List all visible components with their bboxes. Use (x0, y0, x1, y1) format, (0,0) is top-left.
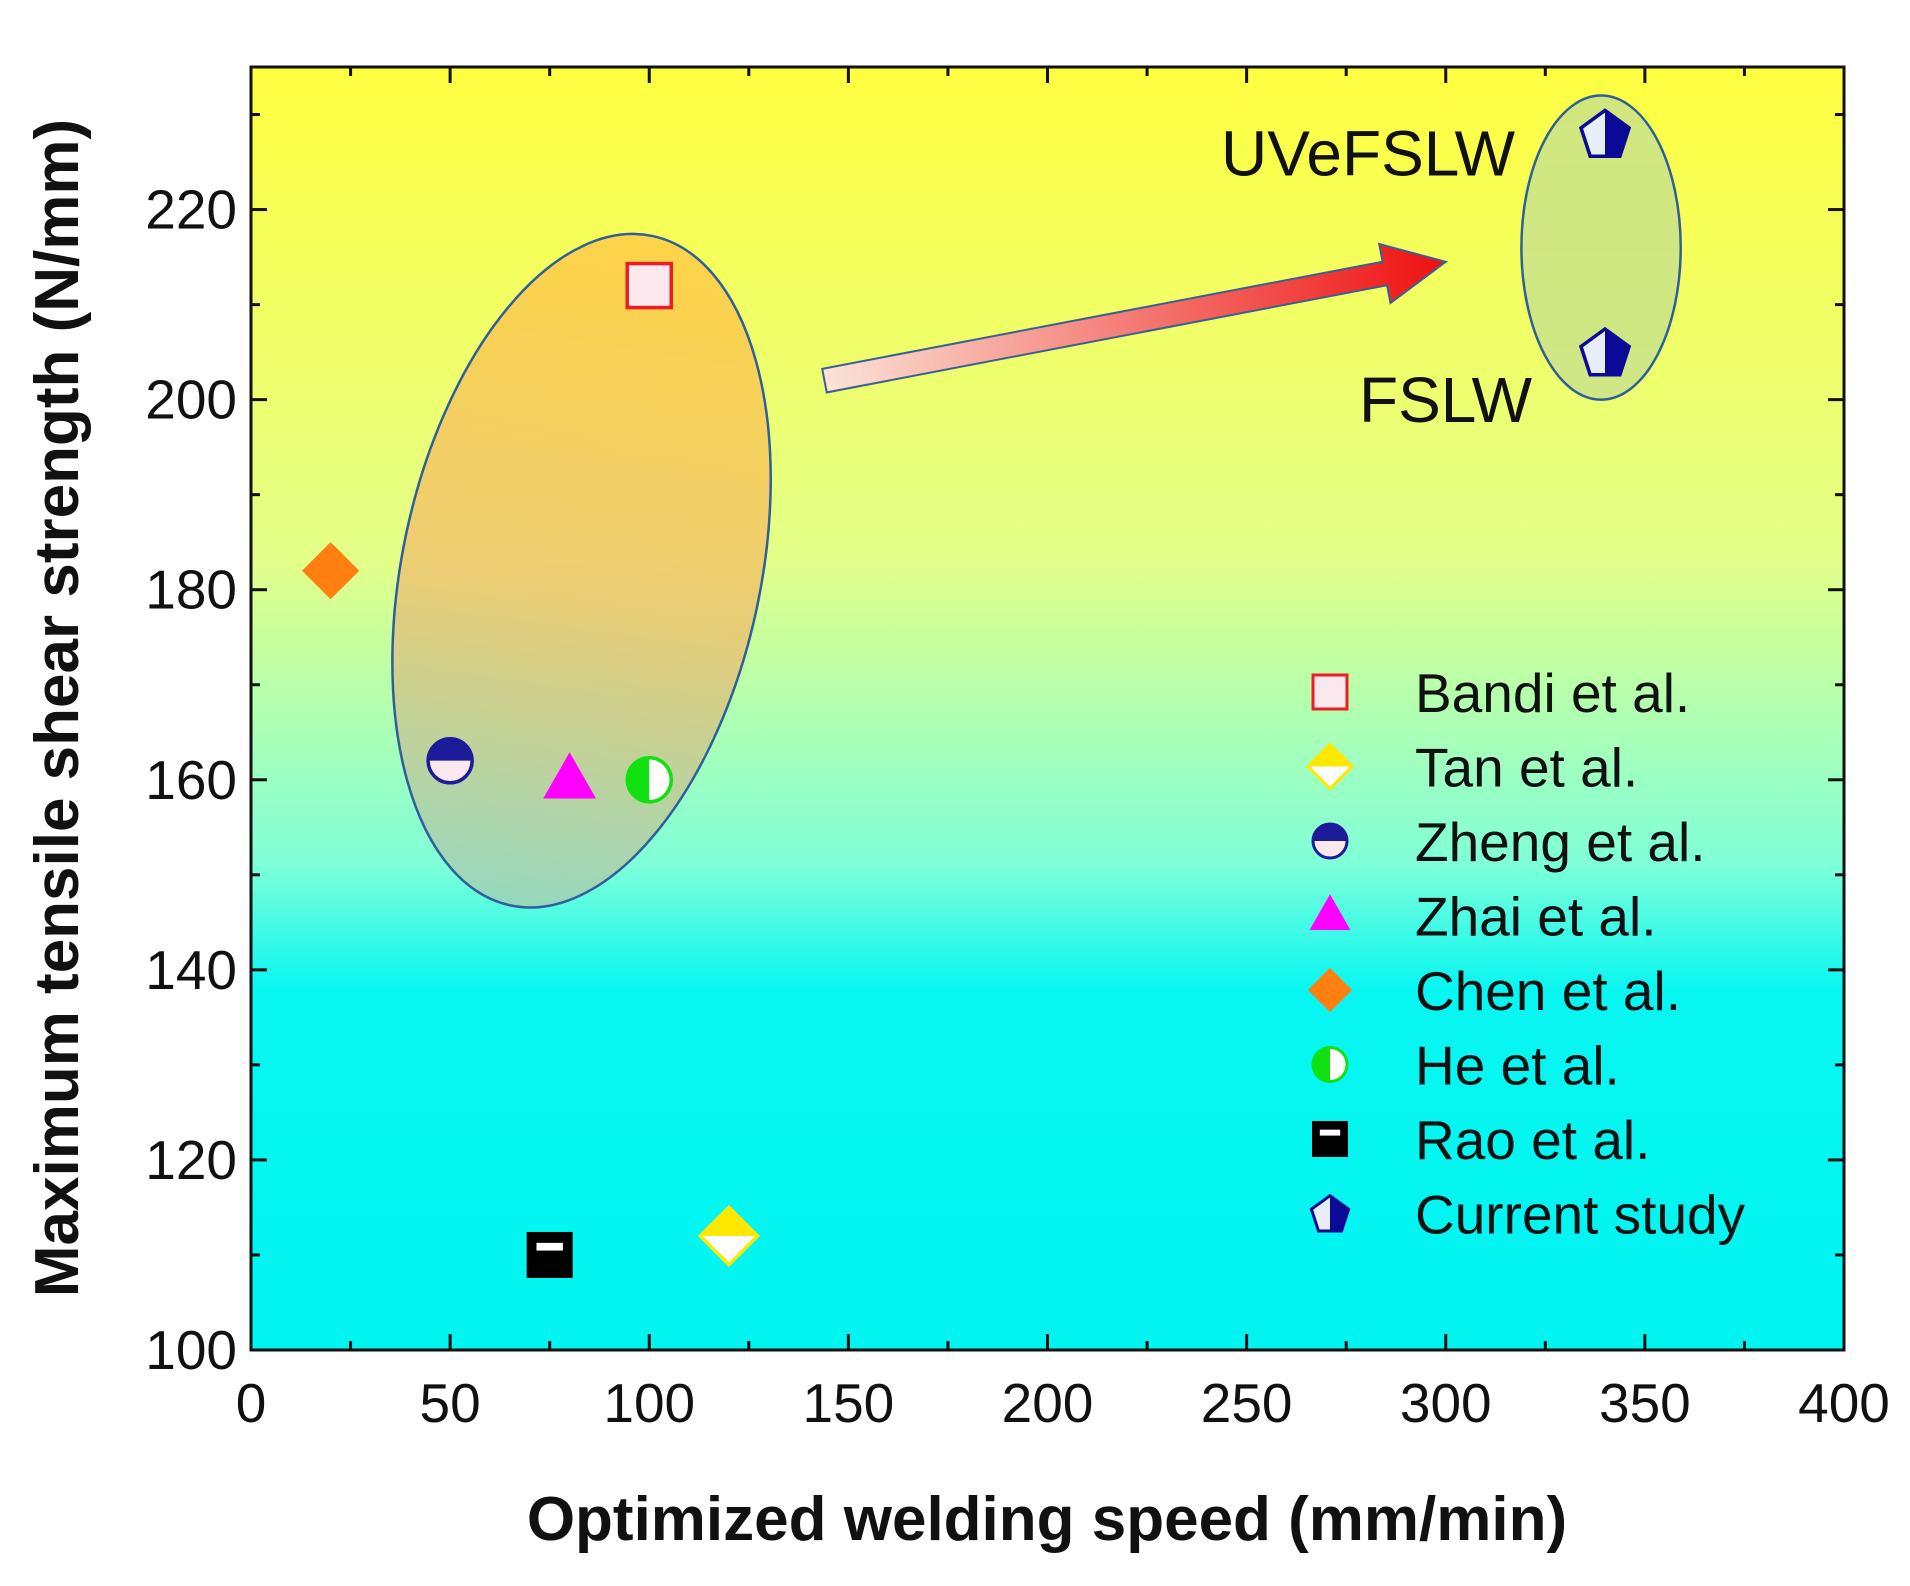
x-tick-label-400: 400 (1798, 1372, 1890, 1434)
legend-marker-tan-et-al-top (1307, 744, 1353, 767)
legend-marker-bandi-et-al (1311, 673, 1349, 711)
y-tick-label-100: 100 (145, 1319, 237, 1381)
legend-marker-tan-et-al (1305, 742, 1355, 791)
legend-marker-tan-et-al-outline (1305, 742, 1355, 791)
marker-zheng-et-al-outline (426, 737, 474, 785)
y-tick-label-220: 220 (145, 179, 237, 241)
marker-chen-et-al-shape (302, 542, 360, 600)
legend-marker-he-et-al-left (1313, 1047, 1330, 1082)
x-tick-label-0: 0 (236, 1372, 267, 1434)
legend-label-current-study: Current study (1415, 1184, 1746, 1246)
annotation-fslw: FSLW (1359, 364, 1533, 436)
x-tick-label-250: 250 (1201, 1372, 1293, 1434)
highlight-ellipse-2 (1520, 94, 1682, 401)
trend-arrow (821, 242, 1448, 394)
legend-marker-chen-et-al (1307, 967, 1353, 1013)
marker-bandi-et-al-shape (625, 261, 674, 310)
y-axis: 100 120 140 160 180 200 220 (145, 113, 1844, 1381)
x-axis-title: Optimized welding speed (mm/min) (527, 1485, 1567, 1554)
x-axis: 0 50 100 150 200 250 300 350 400 (236, 67, 1890, 1434)
data-markers (302, 108, 1632, 1278)
marker-rao-et-al-highlight (536, 1242, 563, 1251)
legend-label-zhai-et-al: Zhai et al. (1415, 886, 1657, 948)
point-annotations: UVeFSLW FSLW (1221, 118, 1533, 437)
marker-bandi-et-al (625, 261, 674, 310)
highlight-ellipses (391, 94, 1682, 909)
marker-zheng-et-al (426, 737, 474, 785)
x-tick-label-200: 200 (1002, 1372, 1094, 1434)
y-tick-label-200: 200 (145, 369, 237, 431)
x-tick-label-350: 350 (1599, 1372, 1691, 1434)
x-tick-label-100: 100 (603, 1372, 695, 1434)
y-tick-label-180: 180 (145, 559, 237, 621)
y-tick-label-120: 120 (145, 1129, 237, 1191)
legend-marker-current-study-outline (1309, 1193, 1351, 1233)
legend-marker-current-study (1309, 1193, 1351, 1233)
legend-marker-he-et-al-right (1330, 1047, 1348, 1082)
marker-tan-et-al-outline (697, 1204, 760, 1268)
marker-zheng-et-al-top (428, 738, 473, 761)
marker-chen-et-al (302, 542, 360, 600)
marker-rao-et-al (526, 1231, 573, 1278)
legend-marker-zheng-et-al-top (1313, 824, 1347, 841)
legend-marker-tan-et-al-bottom (1307, 766, 1353, 789)
marker-he-et-al (625, 756, 674, 804)
trend-arrow-body (821, 242, 1448, 394)
marker-zhai-et-al (543, 752, 596, 799)
legend-label-chen-et-al: Chen et al. (1415, 960, 1681, 1022)
legend-label-he-et-al: He et al. (1415, 1035, 1620, 1097)
legend-marker-rao-et-al (1312, 1121, 1348, 1157)
x-tick-label-50: 50 (420, 1372, 481, 1434)
legend-marker-he-et-al (1311, 1046, 1349, 1083)
marker-tan-et-al-bottom (700, 1236, 758, 1265)
legend-marker-rao-et-al-highlight (1319, 1129, 1341, 1136)
marker-tan-et-al (697, 1204, 760, 1268)
marker-he-et-al-left (627, 757, 650, 802)
legend-label-tan-et-al: Tan et al. (1415, 737, 1638, 799)
legend-marker-zhai-et-al-shape (1309, 894, 1351, 930)
marker-he-et-al-outline (625, 756, 674, 804)
legend: Bandi et al. Tan et al. Zheng et al. Zhai e… (1305, 662, 1746, 1246)
highlight-ellipse-1 (391, 232, 772, 909)
y-axis-title: Maximum tensile shear strength (N/mm) (23, 119, 92, 1297)
marker-tan-et-al-top (700, 1207, 758, 1236)
legend-marker-zhai-et-al (1309, 894, 1351, 930)
marker-he-et-al-right (649, 757, 672, 802)
legend-marker-bandi-et-al-shape (1311, 673, 1349, 711)
x-tick-label-300: 300 (1400, 1372, 1492, 1434)
legend-label-bandi-et-al: Bandi et al. (1415, 662, 1690, 724)
marker-zheng-et-al-bottom (428, 760, 473, 783)
marker-current-study-2 (1578, 326, 1632, 377)
x-tick-label-150: 150 (802, 1372, 894, 1434)
marker-current-study-2-outline (1578, 326, 1632, 377)
legend-marker-he-et-al-outline (1311, 1046, 1349, 1083)
legend-label-zheng-et-al: Zheng et al. (1415, 811, 1705, 873)
marker-zhai-et-al-shape (543, 752, 596, 799)
legend-marker-zheng-et-al (1311, 822, 1349, 860)
legend-marker-rao-et-al-shape (1312, 1121, 1348, 1157)
annotation-uvefslw: UVeFSLW (1221, 118, 1516, 190)
marker-current-study-1 (1578, 108, 1632, 158)
legend-marker-chen-et-al-shape (1307, 967, 1353, 1013)
legend-marker-zheng-et-al-bottom (1313, 841, 1347, 858)
marker-rao-et-al-shape (526, 1231, 573, 1278)
legend-label-rao-et-al: Rao et al. (1415, 1109, 1650, 1171)
y-tick-label-160: 160 (145, 749, 237, 811)
trend-arrow-shape (821, 242, 1448, 394)
marker-current-study-1-outline (1578, 108, 1632, 158)
legend-marker-zheng-et-al-outline (1311, 822, 1349, 860)
y-tick-label-140: 140 (145, 939, 237, 1001)
